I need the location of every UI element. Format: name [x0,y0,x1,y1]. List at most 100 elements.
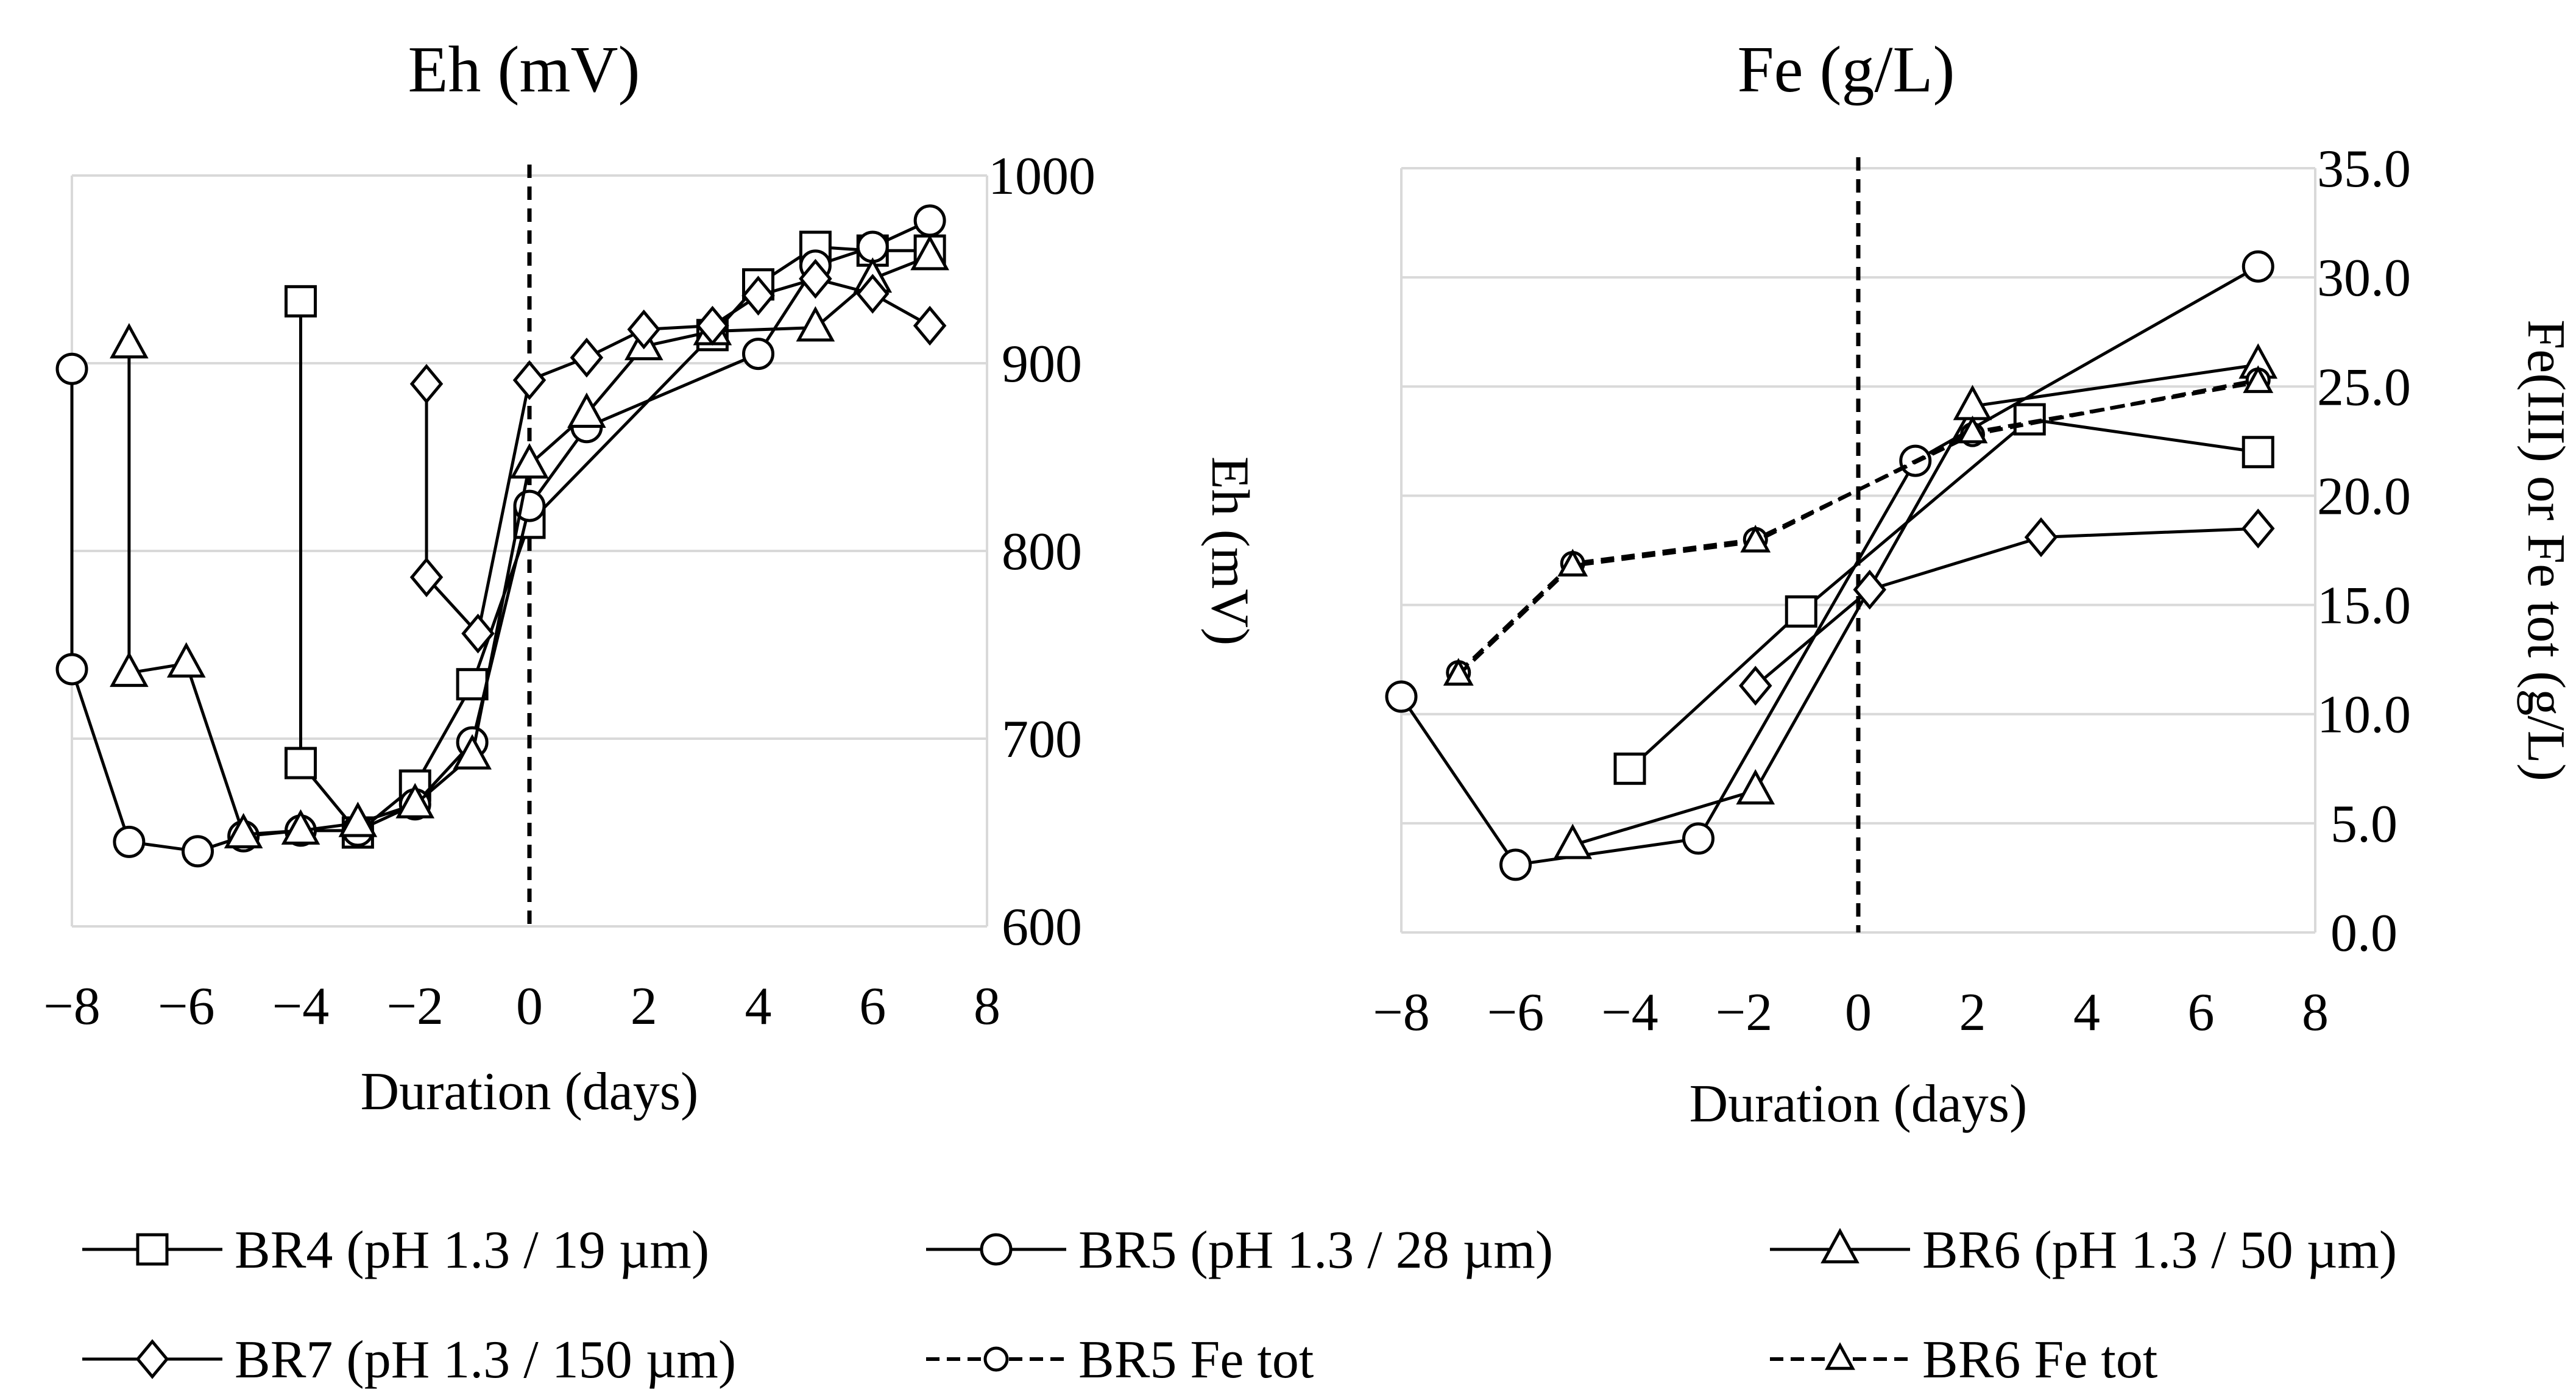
fe-x-tick-label: −8 [1373,983,1430,1042]
eh-series-br7-ph-1-3-150-m-point [461,613,495,654]
eh-series-br5-ph-1-3-28-m-point [913,204,946,237]
fe-y-tick-label: 5.0 [2330,795,2397,854]
fe-series-br6-fe-tot-point [2243,365,2274,393]
fe-series-br6-ph-1-3-50-m [1553,343,2278,859]
eh-x-tick-label: −4 [272,977,330,1036]
fe-series-br5-ph-1-3-28-m-line [1399,265,2259,867]
eh-series-br7-ph-1-3-150-m-point [913,305,947,346]
fe-series-br5-ph-1-3-28-m-point [1499,848,1532,881]
eh-series-br6-ph-1-3-50-m-point [395,783,435,819]
fe-x-tick-label: 6 [2188,983,2215,1042]
fe-series-br7-ph-1-3-150-m-point [2241,508,2275,549]
eh-series-br6-ph-1-3-50-m-point [110,651,149,687]
eh-series-br5-ph-1-3-28-m-point [182,835,214,868]
fe-series-br6-ph-1-3-50-m-point [1736,769,1775,805]
legend-label: BR6 Fe tot [1922,1330,2157,1390]
fe-chart-panel: Fe (g/L) 0.0 5.0 10.0 15.0 20.0 25.0 30.0 35.0 −8… [1373,34,2575,1134]
eh-x-tick-label: −8 [43,977,101,1036]
fe-series-br4-ph-1-3-19-m-point [2242,436,2274,469]
legend-label: BR5 Fe tot [1078,1330,1314,1390]
eh-x-axis-label: Duration (days) [361,1062,699,1121]
eh-series-br7-ph-1-3-150-m-point [409,364,444,404]
eh-series-br7-ph-1-3-150-m [409,258,947,654]
fe-x-tick-label: 8 [2302,983,2329,1042]
eh-series-br6-ph-1-3-50-m-point [281,809,320,845]
eh-series-br7-ph-1-3-150-m-point [512,360,547,400]
legend-marker [136,1233,169,1266]
eh-series-br5-ph-1-3-28-m-point [856,230,889,263]
fe-y-tick-label: 30.0 [2317,249,2411,308]
legend-marker [983,1346,1009,1372]
eh-x-tick-label: 4 [745,977,772,1036]
eh-chart-panel: Eh (mV) 600 700 800 900 1000 −8 −6 −4 −2 0 2 4 6 8 Dura… [43,34,1259,1121]
fe-series-br7-ph-1-3-150-m-point [2024,517,2058,558]
legend-marker [1825,1342,1855,1370]
eh-y-tick-label: 600 [1002,898,1082,957]
fe-y-axis-label: Fe(III) or Fe tot (g/L) [2516,319,2575,781]
legend-marker [135,1339,169,1379]
fe-x-tick-label: −4 [1601,983,1658,1042]
fe-series-br4-ph-1-3-19-m-line [1629,417,2259,770]
eh-x-tick-label: −6 [158,977,215,1036]
legend-label: BR7 (pH 1.3 / 150 µm) [235,1330,736,1390]
fe-x-tick-label: 4 [2073,983,2100,1042]
eh-y-tick-label: 900 [1002,335,1082,394]
eh-x-tick-label: 6 [859,977,886,1036]
eh-y-tick-label: 1000 [988,147,1095,206]
eh-series-br6-ph-1-3-50-m-point [224,812,263,848]
eh-x-tick-label: −2 [386,977,444,1036]
eh-series-br4-ph-1-3-19-m-point [285,747,317,779]
eh-series-br6-ph-1-3-50-m-point [567,392,606,428]
fe-series-br6-ph-1-3-50-m-point [1553,823,1593,859]
eh-series-br4-ph-1-3-19-m-point [285,285,317,318]
fe-series-br7-ph-1-3-150-m [1738,508,2275,706]
fe-series-br5-ph-1-3-28-m-point [2242,250,2274,283]
fe-series-br5-ph-1-3-28-m-point [1682,822,1714,855]
eh-x-tick-label: 8 [974,977,1000,1036]
fe-y-tick-label: 25.0 [2317,358,2411,417]
legend-marker [980,1233,1013,1266]
eh-series-br6-ph-1-3-50-m-point [510,443,549,479]
eh-series-br6-ph-1-3-50-m-point [110,322,149,359]
fe-chart-title: Fe (g/L) [1738,34,1955,106]
fe-series-br4-ph-1-3-19-m-point [1785,595,1817,628]
eh-series-br5-ph-1-3-28-m-point [113,825,146,858]
fe-series-br6-fe-tot-point [1957,415,1988,444]
eh-series-br7-ph-1-3-150-m-line [425,277,931,637]
eh-series-br5-ph-1-3-28-m [55,204,946,868]
legend-marker [1821,1227,1859,1263]
eh-series-br5-ph-1-3-28-m-point [55,352,88,385]
fe-series-br7-ph-1-3-150-m-point [1738,666,1772,706]
fe-y-tick-label: 35.0 [2317,140,2411,199]
eh-y-tick-label: 700 [1002,710,1082,769]
fe-series-br6-fe-tot-point [1443,658,1474,686]
fe-series-br6-fe-tot [1443,365,2274,686]
legend-entry-br5-ph-1-3-28-m: BR5 (pH 1.3 / 28 µm) [926,1221,1553,1280]
legend-entry-br5-fe-tot: BR5 Fe tot [926,1330,1314,1390]
fe-series-br5-ph-1-3-28-m [1385,250,2274,881]
fe-y-tick-label: 20.0 [2317,467,2411,526]
fe-y-tick-label: 0.0 [2330,904,2397,963]
legend-entry-br4-ph-1-3-19-m: BR4 (pH 1.3 / 19 µm) [82,1221,709,1280]
fe-series-br5-fe-tot [1446,368,2271,686]
eh-y-tick-label: 800 [1002,522,1082,581]
eh-series-br7-ph-1-3-150-m-point [570,338,604,378]
eh-series-br6-ph-1-3-50-m-point [796,306,835,342]
fe-series-br6-fe-tot-point [1740,524,1771,553]
fe-x-tick-label: 0 [1845,983,1872,1042]
eh-series-br4-ph-1-3-19-m-line [299,245,930,835]
legend-label: BR5 (pH 1.3 / 28 µm) [1078,1221,1553,1280]
eh-series-br7-ph-1-3-150-m-point [799,258,832,299]
legend-label: BR6 (pH 1.3 / 50 µm) [1922,1221,2397,1280]
eh-series-br7-ph-1-3-150-m-point [855,274,890,314]
eh-series-br6-ph-1-3-50-m-point [166,642,206,678]
fe-series-br7-ph-1-3-150-m-point [1853,569,1887,610]
fe-x-tick-label: −2 [1716,983,1773,1042]
eh-series-br5-ph-1-3-28-m-point [55,653,88,686]
eh-series-br4-ph-1-3-19-m [285,230,946,849]
eh-series-br6-ph-1-3-50-m-point [453,734,492,770]
fe-y-tick-label: 15.0 [2317,577,2411,636]
fe-series-br4-ph-1-3-19-m [1613,403,2274,785]
eh-series-br7-ph-1-3-150-m-point [696,305,729,346]
